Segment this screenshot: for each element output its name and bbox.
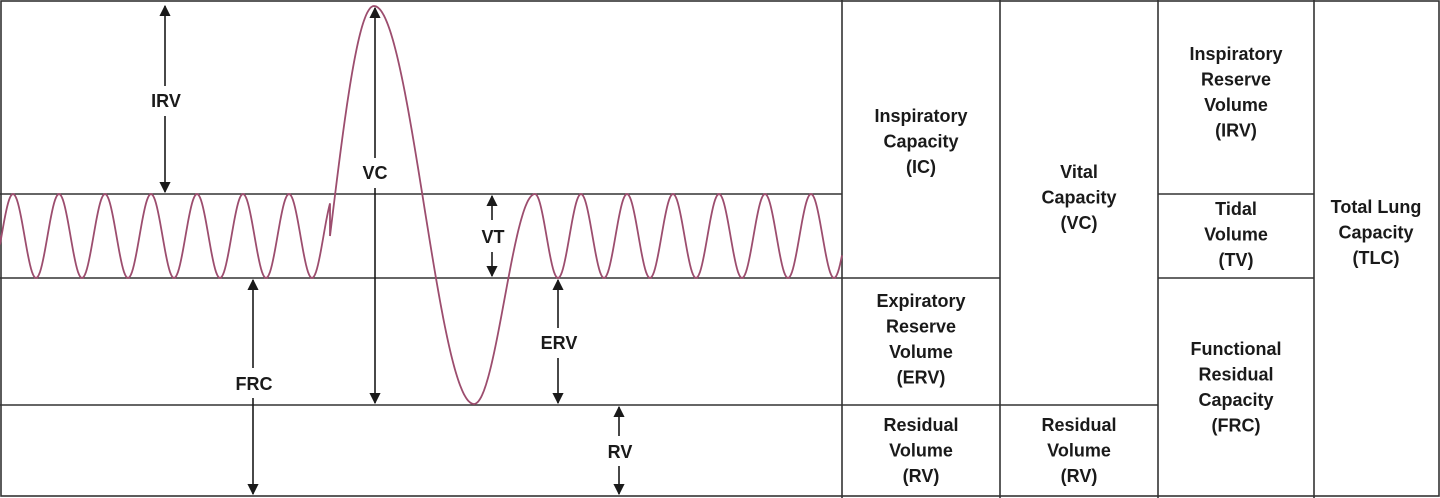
cell-line: Volume — [1204, 95, 1268, 115]
cell-line: Total Lung — [1331, 197, 1422, 217]
cell-line: Capacity — [1198, 390, 1273, 410]
cell-line: (IRV) — [1215, 121, 1257, 141]
cell-line: Vital — [1060, 162, 1098, 182]
cell-line: Volume — [1047, 441, 1111, 461]
cell-line: Residual — [1198, 365, 1273, 385]
cell-line: Volume — [889, 342, 953, 362]
cell-line: Reserve — [886, 317, 956, 337]
total-lung-capacity-cell: Total Lung Capacity (TLC) — [1331, 197, 1422, 268]
expiratory-reserve-volume-cell: Expiratory Reserve Volume (ERV) — [876, 291, 965, 388]
vt-label: VT — [481, 227, 504, 247]
cell-line: (RV) — [1061, 466, 1098, 486]
irv-label: IRV — [151, 91, 181, 111]
breathing-curve — [0, 5, 843, 405]
cell-line: Volume — [889, 441, 953, 461]
erv-label: ERV — [541, 333, 578, 353]
cell-line: Capacity — [1338, 223, 1413, 243]
cell-line: Residual — [1041, 415, 1116, 435]
inspiratory-capacity-cell: Inspiratory Capacity (IC) — [874, 106, 967, 177]
cell-line: (IC) — [906, 157, 936, 177]
cell-line: (VC) — [1061, 213, 1098, 233]
cell-line: (TLC) — [1353, 248, 1400, 268]
cell-line: Residual — [883, 415, 958, 435]
vc-label: VC — [362, 163, 387, 183]
cell-line: (ERV) — [897, 368, 946, 388]
cell-line: (TV) — [1219, 250, 1254, 270]
cell-line: Tidal — [1215, 199, 1257, 219]
cell-line: Volume — [1204, 225, 1268, 245]
rv-label: RV — [608, 442, 633, 462]
cell-line: Expiratory — [876, 291, 965, 311]
cell-line: (FRC) — [1212, 416, 1261, 436]
residual-volume-cell-2: Residual Volume (RV) — [1041, 415, 1116, 486]
cell-line: Inspiratory — [874, 106, 967, 126]
frc-label: FRC — [236, 374, 273, 394]
cell-line: Inspiratory — [1189, 44, 1282, 64]
vital-capacity-cell: Vital Capacity (VC) — [1041, 162, 1116, 233]
cell-line: (RV) — [903, 466, 940, 486]
cell-line: Capacity — [1041, 188, 1116, 208]
cell-line: Reserve — [1201, 70, 1271, 90]
inspiratory-reserve-volume-cell: Inspiratory Reserve Volume (IRV) — [1189, 44, 1282, 141]
cell-line: Functional — [1191, 339, 1282, 359]
functional-residual-capacity-cell: Functional Residual Capacity (FRC) — [1191, 339, 1282, 436]
cell-line: Capacity — [883, 132, 958, 152]
residual-volume-cell-1: Residual Volume (RV) — [883, 415, 958, 486]
tidal-volume-cell: Tidal Volume (TV) — [1204, 199, 1268, 270]
